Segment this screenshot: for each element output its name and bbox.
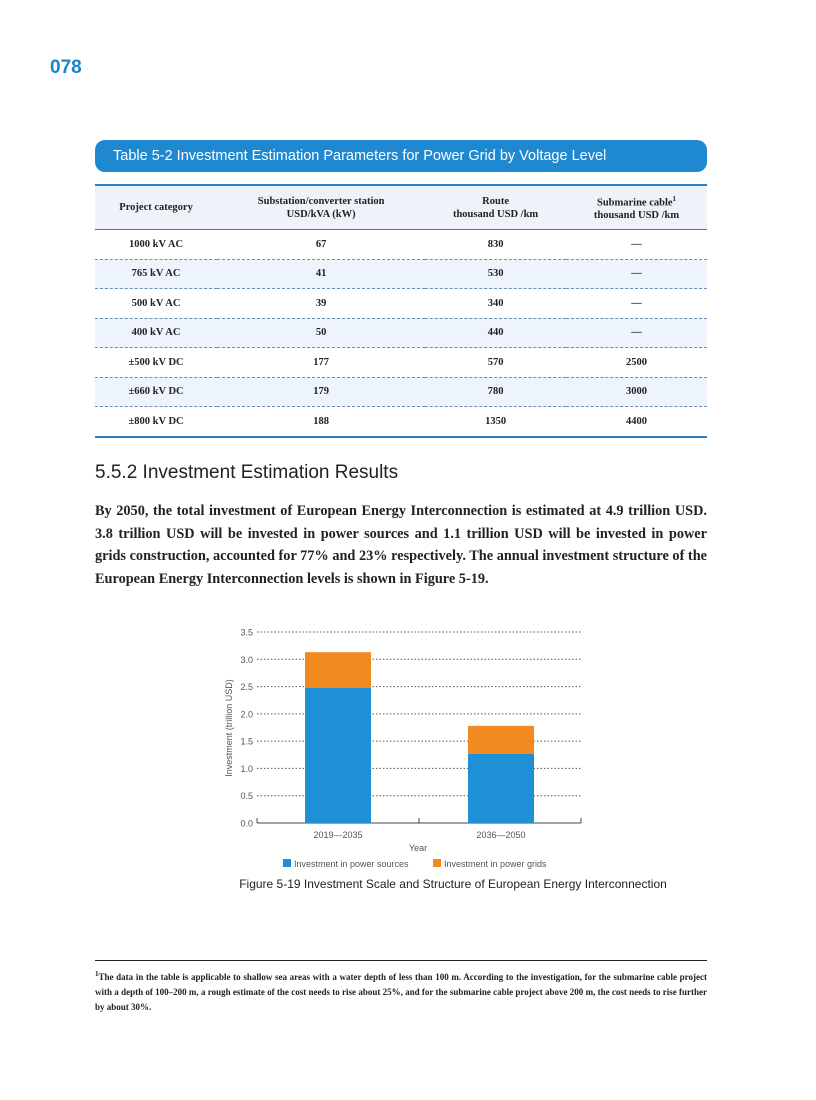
table-cell: 830 bbox=[425, 229, 567, 260]
header-unit: thousand USD /km bbox=[452, 208, 539, 220]
table-cell: 1000 kV AC bbox=[95, 229, 218, 260]
page-number: 078 bbox=[50, 57, 82, 78]
table-row: 500 kV AC 39 340— bbox=[95, 288, 707, 319]
table-row: 1000 kV AC 67 830— bbox=[95, 229, 707, 260]
header-unit: USD/kVA (kW) bbox=[286, 208, 356, 220]
table-cell: 179 bbox=[217, 377, 426, 407]
figure-caption: Figure 5-19 Investment Scale and Structu… bbox=[239, 877, 667, 891]
table-cell: 188 bbox=[313, 415, 329, 427]
footnote-divider bbox=[95, 960, 707, 961]
header-text: Submarine cable bbox=[597, 197, 673, 209]
table-cell: 67 bbox=[217, 229, 426, 260]
y-tick-label: 1.5 bbox=[240, 737, 253, 747]
legend-label: Investment in power grids bbox=[444, 859, 547, 869]
x-tick-label: 2019—2035 bbox=[313, 830, 362, 840]
body-paragraph: By 2050, the total investment of Europea… bbox=[95, 503, 707, 587]
table-cell: 500 kV AC bbox=[95, 288, 218, 319]
y-tick-label: 0.5 bbox=[240, 791, 253, 801]
legend-swatch bbox=[433, 859, 441, 867]
table-cell: 50 bbox=[217, 318, 426, 348]
table-cell: 1350 bbox=[485, 415, 507, 427]
bar-power-sources bbox=[468, 753, 534, 823]
table-cell: — bbox=[566, 318, 707, 348]
y-tick-label: 0.0 bbox=[240, 819, 253, 829]
x-tick-label: 2036—2050 bbox=[476, 830, 525, 840]
y-tick-label: 2.5 bbox=[240, 682, 253, 692]
table-cell: 440 bbox=[425, 318, 567, 348]
legend-label: Investment in power sources bbox=[294, 859, 409, 869]
header-text: Substation/converter station bbox=[257, 195, 385, 207]
table-cell: 39 bbox=[217, 288, 426, 319]
footnote-mark: 1 bbox=[672, 194, 677, 203]
footnote-mark: 1 bbox=[95, 970, 99, 978]
table-cell: 3000 bbox=[566, 377, 707, 407]
section-heading: 5.5.2 Investment Estimation Results bbox=[95, 462, 399, 483]
col-header: Substation/converter station USD/kVA (kW) bbox=[217, 185, 426, 230]
x-axis-label: Year bbox=[409, 843, 427, 853]
table-cell: ±660 kV DC bbox=[95, 377, 218, 407]
y-tick-label: 1.0 bbox=[240, 764, 253, 774]
y-axis-label: Investment (trillion USD) bbox=[224, 679, 234, 777]
table-cell: 177 bbox=[217, 347, 426, 378]
table-cell: 780 bbox=[425, 377, 567, 407]
col-header: Route thousand USD /km bbox=[425, 185, 567, 230]
header-text: Project category bbox=[119, 202, 193, 213]
table-cell: ±800 kV DC bbox=[128, 415, 184, 427]
table-cell: 400 kV AC bbox=[95, 318, 218, 348]
table-cell: 4400 bbox=[626, 415, 648, 427]
table-cell: — bbox=[566, 288, 707, 319]
table-row: ±500 kV DC 177 570 2500 bbox=[95, 347, 707, 378]
table-cell: 41 bbox=[217, 259, 426, 289]
table-cell: 340 bbox=[425, 288, 567, 319]
bar-power-grids bbox=[305, 652, 371, 688]
y-tick-label: 2.0 bbox=[240, 709, 253, 719]
bar-power-grids bbox=[468, 725, 534, 754]
table-row: ±800 kV DC 188 1350 4400 bbox=[95, 407, 707, 437]
y-tick-label: 3.5 bbox=[240, 628, 253, 638]
table-cell: — bbox=[566, 259, 707, 289]
table-row: ±660 kV DC 179 780 3000 bbox=[95, 377, 707, 407]
header-text: Route bbox=[482, 195, 509, 207]
table-cell: 765 kV AC bbox=[95, 259, 218, 289]
bar-power-sources bbox=[305, 687, 371, 823]
header-unit: thousand USD /km bbox=[593, 210, 680, 222]
table-cell: — bbox=[566, 229, 707, 260]
table-row: 400 kV AC 50 440— bbox=[95, 318, 707, 348]
legend-swatch bbox=[283, 859, 291, 867]
table-title: Table 5-2 Investment Estimation Paramete… bbox=[95, 140, 707, 172]
footnote: 1The data in the table is applicable to … bbox=[95, 967, 707, 1015]
table-cell: 570 bbox=[425, 347, 567, 378]
table-cell: ±500 kV DC bbox=[95, 347, 218, 378]
table-header-row: Project category Substation/converter st… bbox=[95, 185, 707, 230]
investment-parameters-table: Project category Substation/converter st… bbox=[95, 184, 707, 438]
table-cell: 530 bbox=[425, 259, 567, 289]
table-cell: 2500 bbox=[566, 347, 707, 378]
investment-chart: 0.0 0.5 1.0 1.5 2.0 2.5 3.0 3.5 2019—2035 2036—20… bbox=[224, 628, 582, 869]
col-header: Submarine cable1 thousand USD /km bbox=[566, 185, 707, 230]
footnote-text: The data in the table is applicable to s… bbox=[95, 972, 707, 1012]
col-header: Project category bbox=[95, 185, 218, 230]
table-row: 765 kV AC 41 530— bbox=[95, 259, 707, 289]
y-tick-label: 3.0 bbox=[240, 655, 253, 665]
